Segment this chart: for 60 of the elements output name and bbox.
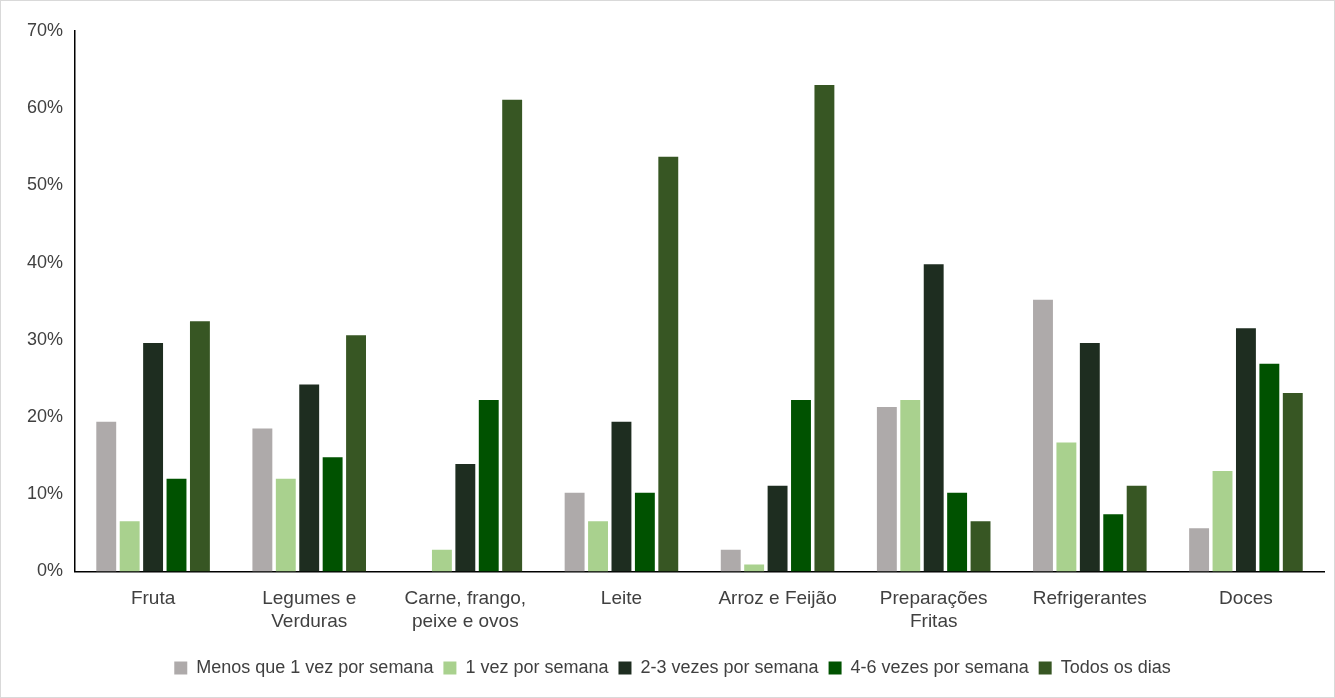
bar [767,485,788,572]
bar [814,85,835,572]
bar [143,342,164,572]
bar [1212,471,1233,572]
bar [1126,485,1147,572]
y-tick-label: 30% [27,328,64,349]
bar [1079,342,1100,572]
bar [502,99,523,572]
bar [876,406,897,572]
y-tick-label: 50% [27,174,64,195]
bar [1259,363,1280,572]
bar [947,492,968,572]
y-tick-label: 40% [27,251,64,272]
x-tick-label: Legumes e Verduras [262,587,357,631]
x-tick-label: Fruta [130,587,176,609]
y-tick-label: 0% [37,560,64,581]
bar [900,400,921,572]
bar [1282,393,1303,572]
bar [346,335,366,572]
x-tick-label: Preparações Fritas [879,587,988,631]
y-tick-label: 70% [27,19,64,40]
x-tick-label: Arroz e Feijão [718,587,837,609]
bar [1033,299,1053,572]
legend-label: 4-6 vezes por semana [850,656,1030,677]
bar [299,384,320,572]
bar [189,321,210,572]
y-tick-label: 20% [27,405,64,426]
x-tick-label: Doces [1219,587,1273,609]
bar [166,478,187,572]
bar [611,421,632,572]
bar [478,400,499,572]
bar [275,478,296,572]
bar [791,400,811,572]
bar [1189,528,1210,572]
legend-label: 1 vez por semana [465,656,610,677]
x-tick-label: Carne, frango, peixe e ovos [404,587,527,631]
bar [119,521,140,572]
legend-label: Menos que 1 vez por semana [196,656,435,677]
bar [252,428,273,572]
bar [744,564,765,572]
bar [923,264,944,572]
bar [658,156,679,572]
bar [720,549,741,572]
bar [322,457,343,572]
y-tick-label: 60% [27,97,64,118]
bar [1103,514,1124,572]
bar [564,492,585,572]
bar [1235,328,1256,572]
bar [970,521,991,572]
bar [588,521,608,572]
bar [96,421,117,572]
x-tick-label: Refrigerantes [1032,587,1147,609]
legend-label: Todos os dias [1060,656,1171,677]
bar [455,464,476,572]
bar [1056,442,1077,572]
bar [431,549,452,572]
y-tick-label: 10% [27,483,64,504]
legend-label: 2-3 vezes por semana [640,656,820,677]
x-tick-label: Leite [600,587,643,609]
bar [634,492,655,572]
